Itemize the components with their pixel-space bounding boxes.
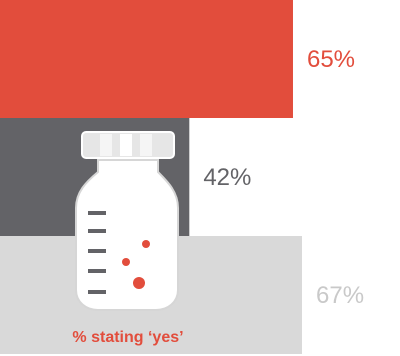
- value-label-2: 42%: [203, 164, 251, 191]
- medicine-bottle-icon: [75, 131, 179, 311]
- value-label-3: 67%: [316, 282, 364, 309]
- chart-caption: % stating ‘yes’: [72, 329, 183, 346]
- value-label-1: 65%: [307, 46, 355, 73]
- value-labels-group: 65% 42% 67%: [203, 46, 364, 309]
- bar-1: [0, 0, 293, 118]
